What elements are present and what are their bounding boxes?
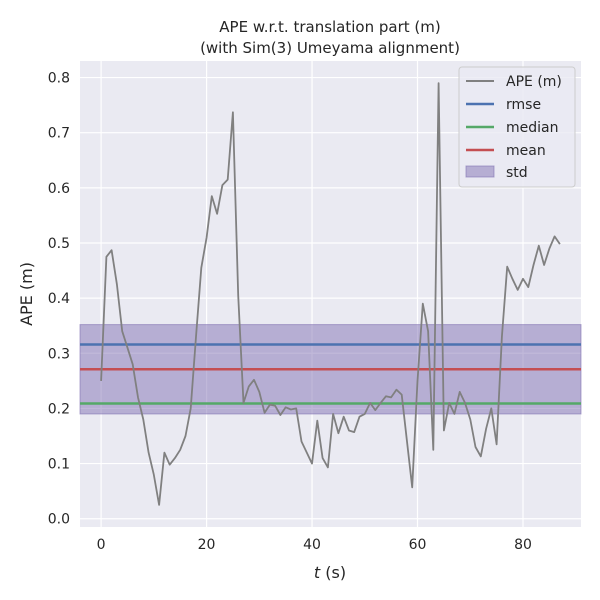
x-axis-label: t (s) <box>314 563 346 582</box>
y-tick-label: 0.7 <box>48 126 70 142</box>
y-tick-label: 0.3 <box>48 346 70 362</box>
x-axis-label-unit: (s) <box>325 563 346 582</box>
x-tick-label: 0 <box>97 537 106 553</box>
chart-title: APE w.r.t. translation part (m) <box>219 18 440 36</box>
x-axis-label-var: t <box>314 563 321 582</box>
x-tick-label: 80 <box>514 537 532 553</box>
y-tick-label: 0.4 <box>48 291 70 307</box>
legend-label-std: std <box>506 165 528 181</box>
y-tick-label: 0.6 <box>48 181 70 197</box>
stat-lines <box>80 343 581 405</box>
y-tick-label: 0.2 <box>48 401 70 417</box>
x-tick-label: 40 <box>303 537 321 553</box>
x-tick-label: 60 <box>409 537 427 553</box>
y-tick-label: 0.0 <box>48 512 70 528</box>
y-tick-label: 0.8 <box>48 71 70 87</box>
x-tick-label: 20 <box>198 537 216 553</box>
legend-label-ape: APE (m) <box>506 74 562 90</box>
ape-series-line <box>100 82 561 506</box>
legend-swatch-std <box>465 165 495 178</box>
chart-subtitle: (with Sim(3) Umeyama alignment) <box>200 39 460 57</box>
tick-labels: 0 20 40 60 80 0.0 0.1 0.2 0.3 0.4 0.5 0.6 0.7 0.8 <box>48 71 532 553</box>
legend-label-mean: mean <box>506 143 546 159</box>
legend-label-rmse: rmse <box>506 97 541 113</box>
y-tick-label: 0.1 <box>48 457 70 473</box>
legend: APE (m) rmse median mean std <box>458 66 576 188</box>
legend-box <box>458 66 576 188</box>
y-axis-label: APE (m) <box>17 262 36 326</box>
y-tick-label: 0.5 <box>48 236 70 252</box>
legend-label-median: median <box>506 120 558 136</box>
series-layer <box>100 82 561 506</box>
